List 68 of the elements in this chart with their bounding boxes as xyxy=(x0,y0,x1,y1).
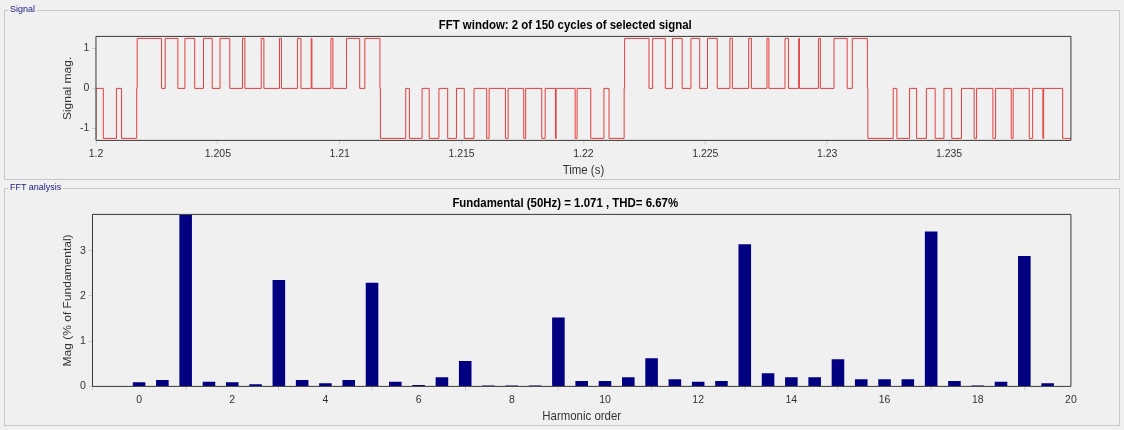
x-tick-label: 8 xyxy=(508,392,515,406)
bar xyxy=(901,379,915,386)
x-tick-label: 1.235 xyxy=(935,146,963,160)
x-tick-label: 1.225 xyxy=(692,146,719,160)
x-tick-label: 1.22 xyxy=(573,146,594,160)
bar xyxy=(202,381,216,386)
x-tick-label: 2 xyxy=(229,392,236,406)
bar xyxy=(715,380,728,386)
bar xyxy=(319,383,332,386)
y-tick-label: 1 xyxy=(83,41,90,54)
x-tick-label: 20 xyxy=(1065,392,1077,406)
bar xyxy=(435,377,449,386)
x-axis-title: Harmonic order xyxy=(542,408,622,423)
bar xyxy=(645,358,658,386)
bar xyxy=(785,377,798,386)
y-tick-label: -1 xyxy=(79,121,90,134)
bar xyxy=(132,382,146,386)
x-tick-label: 0 xyxy=(136,392,142,406)
y-tick-label: 2 xyxy=(79,288,86,301)
bar xyxy=(808,377,821,386)
x-tick-label: 18 xyxy=(971,392,984,406)
bar xyxy=(761,373,775,386)
x-tick-label: 6 xyxy=(415,392,422,406)
y-tick-label: 0 xyxy=(83,81,90,94)
x-tick-label: 14 xyxy=(785,392,798,406)
x-tick-label: 4 xyxy=(322,392,329,406)
bar xyxy=(389,381,402,386)
text: FFT analysis xyxy=(8,182,64,192)
bar xyxy=(622,377,635,386)
bar xyxy=(831,359,845,386)
chart-title: Fundamental (50Hz) = 1.071 , THD= 6.67% xyxy=(452,195,679,209)
bar xyxy=(156,380,169,386)
bar xyxy=(691,381,705,386)
x-tick-label: 16 xyxy=(878,392,891,406)
bar xyxy=(575,380,588,386)
chart-title: FFT window: 2 of 150 cycles of selected signal xyxy=(438,17,692,31)
bar xyxy=(225,382,239,386)
bar xyxy=(365,282,379,386)
bar xyxy=(878,379,891,386)
bar xyxy=(738,244,752,386)
x-tick-label: 12 xyxy=(692,392,705,406)
y-axis-title: Mag (% of Fundamental) xyxy=(60,234,74,367)
text: Signal xyxy=(8,4,38,14)
bar xyxy=(458,361,472,386)
bar xyxy=(668,379,682,386)
x-tick-label: 1.2 xyxy=(88,146,104,160)
bar xyxy=(272,280,286,386)
x-tick-label: 1.215 xyxy=(448,146,475,160)
y-tick-label: 0 xyxy=(79,379,86,392)
bar xyxy=(854,379,868,386)
y-tick-label: 1 xyxy=(79,333,86,347)
x-tick-label: 10 xyxy=(599,392,611,406)
bar xyxy=(295,380,309,386)
y-tick-label: 3 xyxy=(79,243,86,256)
bar xyxy=(552,317,565,386)
bar xyxy=(1018,256,1031,386)
x-tick-label: 1.21 xyxy=(329,146,350,160)
bar xyxy=(948,380,961,386)
x-tick-label: 1.23 xyxy=(816,146,838,160)
bar xyxy=(179,214,192,386)
bar xyxy=(924,231,938,386)
x-axis-title: Time (s) xyxy=(562,162,605,177)
bar xyxy=(1041,383,1054,386)
y-axis-title: Signal mag. xyxy=(60,56,74,121)
bar xyxy=(598,380,612,386)
x-tick-label: 1.205 xyxy=(204,146,231,160)
bar xyxy=(994,381,1008,386)
bar xyxy=(342,380,356,386)
